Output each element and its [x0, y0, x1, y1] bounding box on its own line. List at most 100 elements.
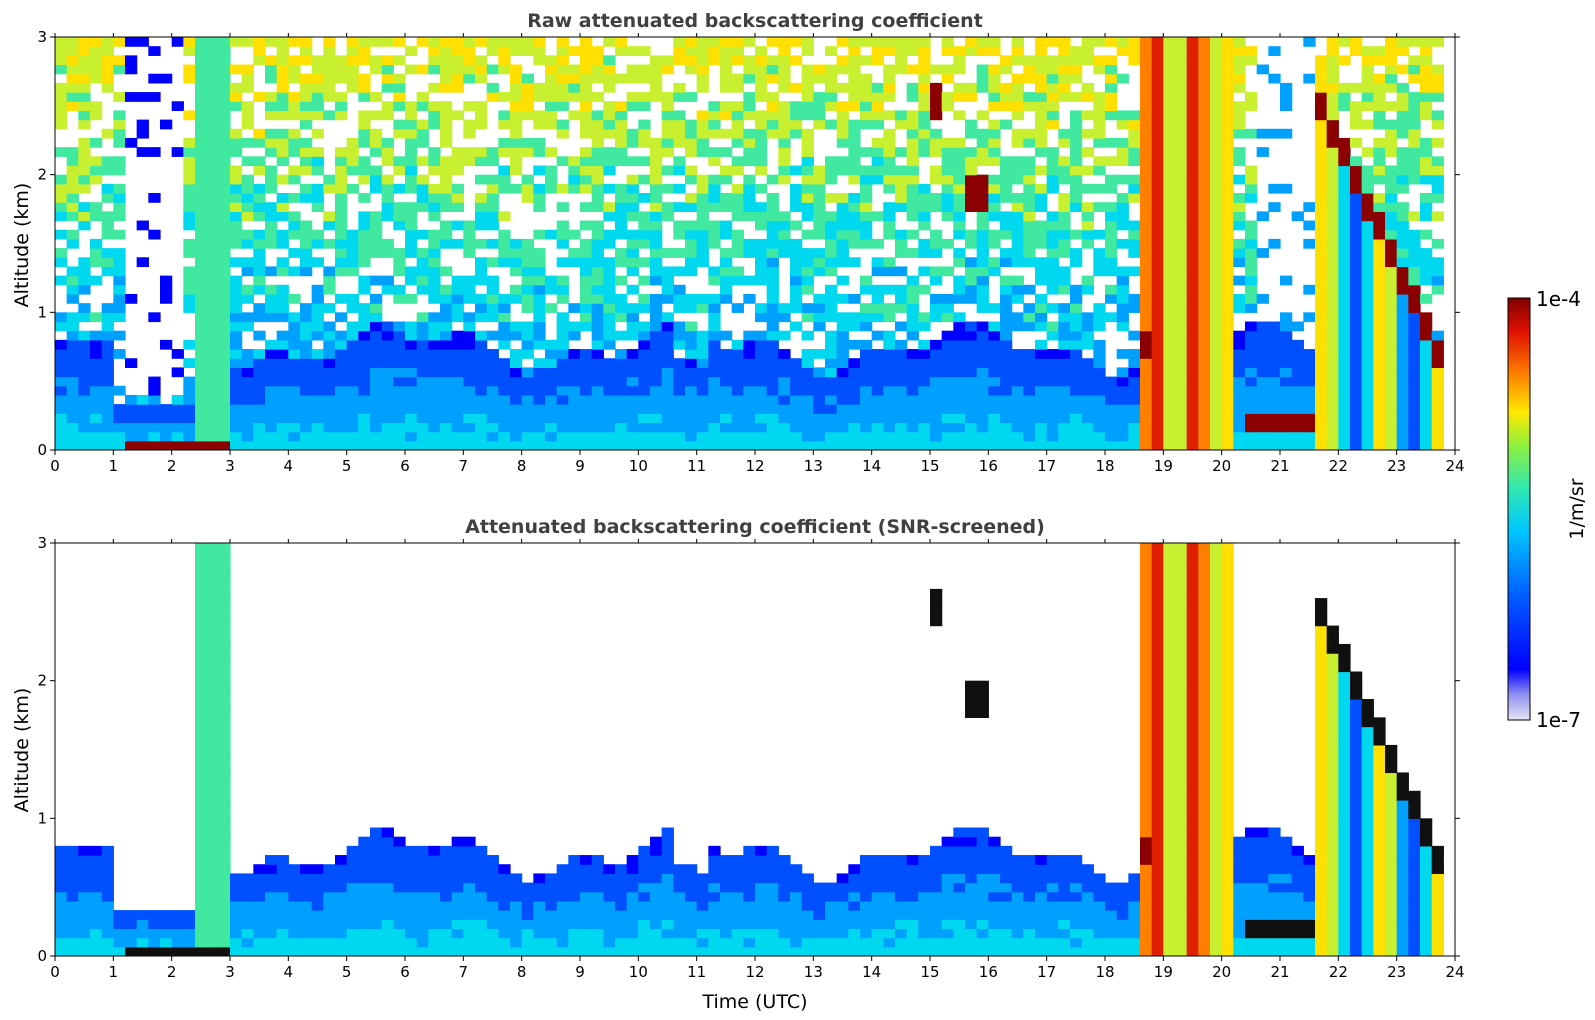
heatmap-cell — [731, 110, 744, 121]
x-tick-label: 8 — [517, 457, 527, 475]
heatmap-cell — [253, 275, 266, 286]
heatmap-cell — [906, 404, 919, 414]
heatmap-cell — [393, 404, 406, 414]
heatmap-cell — [1408, 376, 1421, 387]
heatmap-cell — [591, 312, 604, 323]
heatmap-cell — [661, 312, 674, 323]
heatmap-cell — [171, 946, 184, 956]
heatmap-cell — [276, 46, 289, 56]
heatmap-cell — [498, 864, 511, 874]
heatmap-cell — [1256, 349, 1269, 359]
heatmap-cell — [1116, 440, 1129, 450]
heatmap-cell — [1245, 229, 1258, 240]
heatmap-cell — [486, 275, 499, 286]
heatmap-cell — [358, 882, 371, 893]
heatmap-cell — [230, 394, 243, 405]
heatmap-cell — [125, 137, 138, 148]
heatmap-cell — [720, 73, 733, 84]
heatmap-cell — [393, 330, 406, 341]
heatmap-cell — [1105, 413, 1118, 424]
heatmap-cell — [1210, 358, 1223, 368]
heatmap-cell — [755, 275, 768, 286]
heatmap-cell — [545, 891, 558, 902]
heatmap-cell — [755, 431, 768, 442]
heatmap-cell — [533, 229, 546, 240]
heatmap-cell — [195, 708, 208, 718]
heatmap-cell — [545, 394, 558, 405]
heatmap-cell — [1186, 257, 1199, 268]
heatmap-cell — [1385, 404, 1398, 414]
heatmap-cell — [475, 394, 488, 405]
heatmap-cell — [440, 37, 453, 47]
heatmap-cell — [463, 101, 476, 112]
heatmap-cell — [1350, 202, 1363, 212]
heatmap-cell — [1373, 46, 1386, 56]
heatmap-cell — [323, 376, 336, 387]
heatmap-cell — [766, 422, 779, 433]
heatmap-cell — [626, 183, 639, 194]
heatmap-cell — [428, 864, 441, 874]
heatmap-cell — [300, 248, 313, 258]
heatmap-cell — [603, 312, 616, 323]
heatmap-cell — [568, 882, 581, 893]
heatmap-cell — [416, 321, 429, 332]
heatmap-cell — [755, 165, 768, 176]
heatmap-cell — [545, 367, 558, 378]
heatmap-cell — [195, 147, 208, 157]
heatmap-cell — [533, 873, 546, 884]
heatmap-cell — [1151, 119, 1164, 130]
heatmap-cell — [78, 440, 91, 450]
heatmap-cell — [545, 946, 558, 956]
heatmap-cell — [743, 367, 756, 378]
heatmap-cell — [148, 73, 161, 84]
heatmap-cell — [941, 183, 954, 194]
heatmap-cell — [685, 440, 698, 450]
heatmap-cell — [848, 293, 861, 304]
heatmap-cell — [720, 46, 733, 56]
heatmap-cell — [895, 64, 908, 75]
x-tick-label: 19 — [1154, 457, 1173, 475]
heatmap-cell — [463, 937, 476, 948]
heatmap-cell — [195, 552, 208, 562]
heatmap-cell — [1326, 55, 1339, 66]
heatmap-cell — [1151, 293, 1164, 304]
heatmap-cell — [78, 137, 91, 148]
heatmap-cell — [66, 55, 79, 66]
heatmap-cell — [813, 910, 826, 920]
heatmap-cell — [988, 394, 1001, 405]
heatmap-cell — [1000, 275, 1013, 286]
heatmap-cell — [556, 82, 569, 93]
heatmap-cell — [358, 339, 371, 350]
heatmap-cell — [1350, 404, 1363, 414]
heatmap-cell — [918, 349, 931, 359]
heatmap-cell — [720, 220, 733, 231]
heatmap-cell — [638, 422, 651, 433]
heatmap-cell — [941, 440, 954, 450]
heatmap-cell — [883, 349, 896, 359]
heatmap-cell — [101, 440, 114, 450]
heatmap-cell — [1116, 266, 1129, 277]
heatmap-cell — [545, 873, 558, 884]
heatmap-cell — [1326, 385, 1339, 396]
heatmap-cell — [521, 339, 534, 350]
heatmap-cell — [323, 220, 336, 231]
heatmap-cell — [1210, 137, 1223, 148]
heatmap-cell — [335, 413, 348, 424]
heatmap-cell — [860, 37, 873, 47]
heatmap-cell — [265, 312, 278, 323]
heatmap-cell — [778, 156, 791, 167]
heatmap-cell — [871, 257, 884, 268]
heatmap-cell — [1081, 183, 1094, 194]
heatmap-cell — [825, 431, 838, 442]
heatmap-cell — [288, 946, 301, 956]
heatmap-cell — [113, 193, 126, 203]
heatmap-cell — [1291, 422, 1304, 433]
heatmap-cell — [1046, 303, 1059, 313]
heatmap-cell — [125, 422, 138, 433]
heatmap-cell — [1000, 257, 1013, 268]
heatmap-cell — [790, 202, 803, 212]
heatmap-cell — [206, 671, 219, 682]
heatmap-cell — [498, 937, 511, 948]
heatmap-cell — [533, 431, 546, 442]
heatmap-cell — [1163, 73, 1176, 84]
